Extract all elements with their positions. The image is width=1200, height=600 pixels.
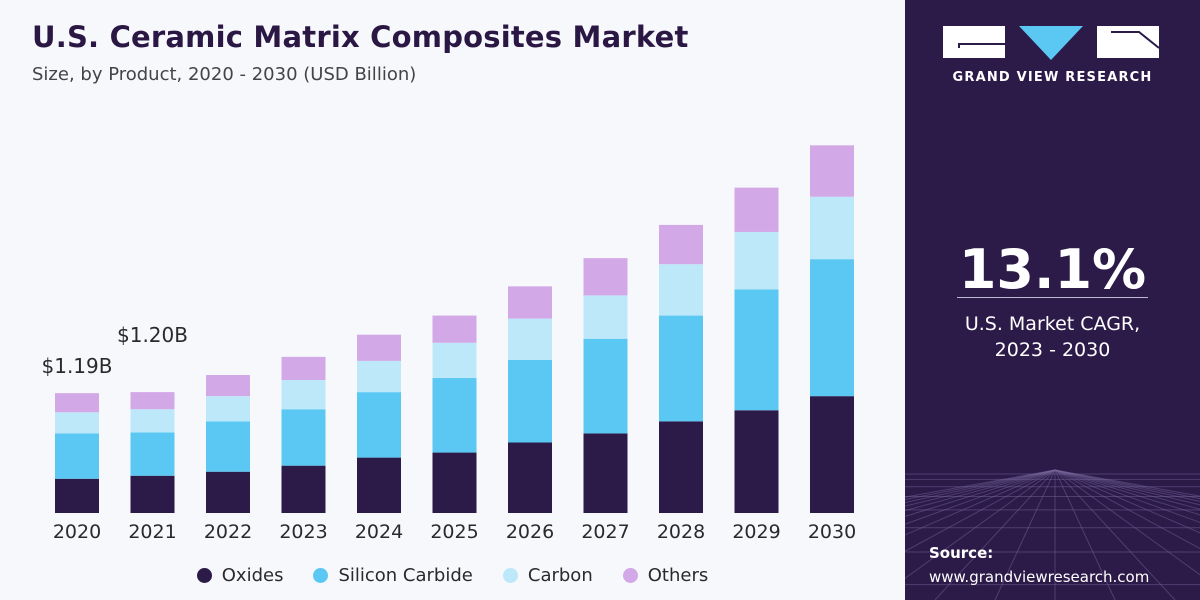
x-tick-label-2030: 2030 <box>808 521 856 543</box>
chart-panel: U.S. Ceramic Matrix Composites Market Si… <box>0 20 905 588</box>
bar-segment-oxides-2021 <box>130 475 175 513</box>
cagr-label-line1: U.S. Market CAGR, <box>964 313 1141 335</box>
x-tick-label-2022: 2022 <box>204 521 252 543</box>
cagr-value: 13.1% <box>958 238 1147 301</box>
source-url[interactable]: www.grandviewresearch.com <box>929 568 1150 586</box>
bar-segment-silicon-carbide-2024 <box>357 392 401 458</box>
brand-name: GRAND VIEW RESEARCH <box>952 70 1153 85</box>
data-label-2021: $1.20B <box>117 323 188 347</box>
bar-segment-oxides-2020 <box>55 478 99 513</box>
bar-segment-silicon-carbide-2030 <box>810 259 854 397</box>
legend-item-oxides: Oxides <box>196 564 284 586</box>
legend-label-others: Others <box>647 564 709 586</box>
source-label: Source: <box>929 544 994 562</box>
bar-segment-others-2026 <box>508 286 552 319</box>
bar-segment-others-2029 <box>734 187 779 232</box>
chart-title: U.S. Ceramic Matrix Composites Market <box>32 20 689 54</box>
cagr-divider <box>957 297 1148 298</box>
bar-segment-silicon-carbide-2025 <box>432 378 477 453</box>
legend-swatch-others <box>622 567 638 583</box>
bar-segment-oxides-2029 <box>734 410 779 513</box>
legend-item-others: Others <box>622 564 709 586</box>
bar-segment-oxides-2025 <box>432 452 477 513</box>
bar-segment-carbon-2029 <box>734 231 779 290</box>
x-tick-label-2024: 2024 <box>355 521 403 543</box>
bar-segment-silicon-carbide-2027 <box>583 338 628 434</box>
bar-segment-others-2024 <box>357 334 401 361</box>
x-tick-label-2020: 2020 <box>53 521 101 543</box>
cagr-label-line2: 2023 - 2030 <box>994 339 1111 361</box>
bar-segment-silicon-carbide-2021 <box>130 432 175 476</box>
bar-segment-carbon-2030 <box>810 196 854 260</box>
bar-segment-oxides-2022 <box>206 471 250 513</box>
bar-segment-carbon-2022 <box>206 396 250 422</box>
chart-legend: Oxides Silicon Carbide Carbon Others <box>0 562 905 588</box>
bar-segment-silicon-carbide-2029 <box>734 289 779 411</box>
x-tick-label-2023: 2023 <box>279 521 327 543</box>
bar-segment-others-2023 <box>281 356 326 381</box>
legend-label-silicon-carbide: Silicon Carbide <box>338 564 473 586</box>
bar-segment-carbon-2020 <box>55 412 99 434</box>
bar-segment-oxides-2026 <box>508 442 552 513</box>
legend-item-silicon-carbide: Silicon Carbide <box>313 564 473 586</box>
grand-view-research-logo <box>943 26 1160 60</box>
bar-segment-carbon-2021 <box>130 409 175 433</box>
bar-segment-silicon-carbide-2022 <box>206 421 250 472</box>
chart-subtitle: Size, by Product, 2020 - 2030 (USD Billi… <box>32 64 417 85</box>
x-tick-label-2021: 2021 <box>128 521 176 543</box>
legend-swatch-carbon <box>502 567 518 583</box>
legend-swatch-silicon-carbide <box>313 567 329 583</box>
stacked-bar-chart: 2020 2021 2022 2023 2024 2025 2026 2027 2028 2029… <box>42 145 856 543</box>
bar-segment-others-2030 <box>810 145 854 197</box>
bar-segment-oxides-2023 <box>281 465 326 513</box>
bar-segment-oxides-2024 <box>357 457 401 513</box>
bar-segment-others-2025 <box>432 315 477 343</box>
x-tick-label-2025: 2025 <box>430 521 478 543</box>
bar-segment-oxides-2030 <box>810 396 854 513</box>
side-panel: GRAND VIEW RESEARCH 13.1% U.S. Market CA… <box>905 0 1200 600</box>
bar-segment-others-2028 <box>659 224 703 265</box>
x-tick-label-2026: 2026 <box>506 521 554 543</box>
bar-segment-carbon-2023 <box>281 380 326 410</box>
bar-segment-silicon-carbide-2023 <box>281 409 326 466</box>
bar-segment-silicon-carbide-2026 <box>508 359 552 443</box>
bar-segment-oxides-2028 <box>659 421 703 513</box>
decorative-grid-graphic <box>905 469 1200 600</box>
bar-segment-oxides-2027 <box>583 433 628 513</box>
bar-segment-carbon-2028 <box>659 264 703 316</box>
bar-segment-carbon-2025 <box>432 342 477 379</box>
bar-segment-silicon-carbide-2020 <box>55 433 99 479</box>
bar-segment-carbon-2027 <box>583 295 628 339</box>
bar-segment-others-2020 <box>55 393 99 413</box>
data-label-2020: $1.19B <box>42 354 113 378</box>
legend-swatch-oxides <box>196 567 212 583</box>
bar-segment-carbon-2026 <box>508 318 552 360</box>
x-tick-label-2027: 2027 <box>581 521 629 543</box>
legend-item-carbon: Carbon <box>502 564 593 586</box>
bar-segment-silicon-carbide-2028 <box>659 315 703 422</box>
cagr-label: U.S. Market CAGR, 2023 - 2030 <box>905 311 1200 363</box>
bar-segment-carbon-2024 <box>357 360 401 393</box>
bar-segment-others-2021 <box>130 392 175 410</box>
bar-segment-others-2027 <box>583 258 628 296</box>
x-tick-label-2029: 2029 <box>732 521 780 543</box>
legend-label-carbon: Carbon <box>527 564 593 586</box>
bar-segment-others-2022 <box>206 374 250 397</box>
legend-label-oxides: Oxides <box>221 564 284 586</box>
x-tick-label-2028: 2028 <box>657 521 705 543</box>
